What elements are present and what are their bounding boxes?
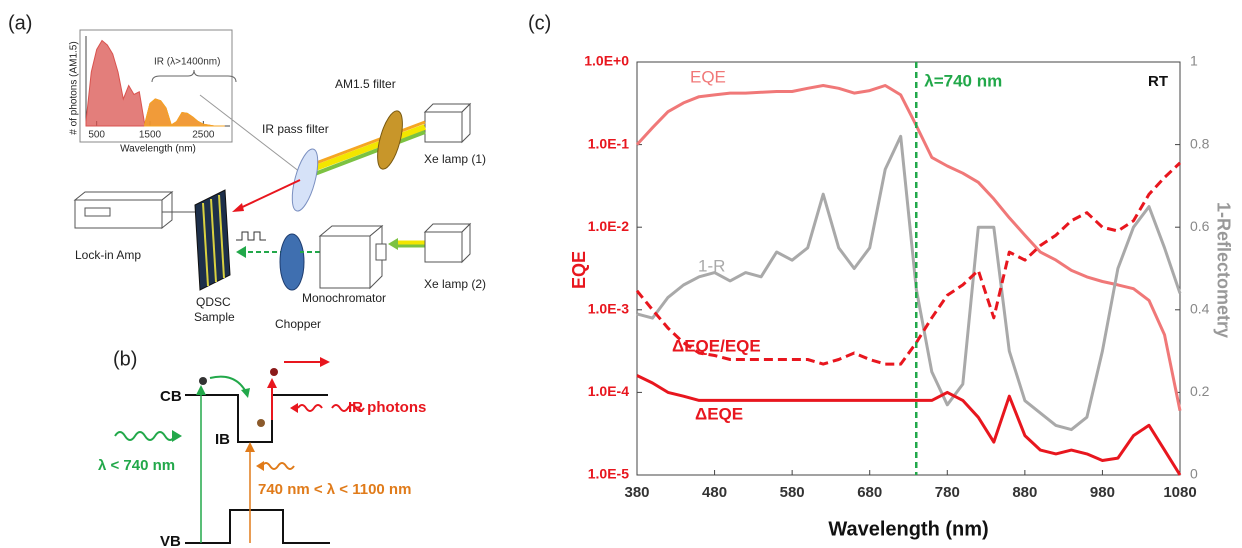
x-axis-label: Wavelength (nm) bbox=[828, 518, 988, 540]
label: IR photons bbox=[348, 399, 426, 416]
arrowhead bbox=[241, 388, 250, 398]
arrowhead bbox=[245, 442, 255, 452]
arrowhead bbox=[320, 357, 330, 367]
ir-pass-filter bbox=[291, 148, 319, 212]
y2-tick-label: 0 bbox=[1190, 466, 1198, 482]
series-area bbox=[144, 98, 225, 127]
brace bbox=[151, 69, 237, 83]
chopper bbox=[279, 233, 305, 291]
plot-frame bbox=[636, 61, 1181, 476]
beam bbox=[311, 130, 426, 177]
label: Monochromator bbox=[302, 291, 386, 305]
label: Sample bbox=[194, 310, 235, 324]
y2-tick-label: 0.6 bbox=[1190, 218, 1210, 234]
label: Xe lamp (1) bbox=[424, 152, 486, 166]
arrowhead bbox=[232, 203, 244, 212]
label: Xe lamp (2) bbox=[424, 277, 486, 291]
photon-wave bbox=[261, 462, 295, 470]
annotation: IR (λ>1400nm) bbox=[154, 57, 220, 68]
arrowhead bbox=[388, 238, 398, 250]
series-label: ΔEQE bbox=[695, 404, 743, 423]
x-tick-label: 880 bbox=[1012, 484, 1037, 501]
photon-wave bbox=[114, 431, 176, 441]
y2-tick-label: 1 bbox=[1190, 53, 1198, 69]
xe-lamp bbox=[423, 102, 472, 144]
arrowhead bbox=[256, 461, 264, 471]
beam bbox=[307, 120, 426, 168]
x-axis-label: Wavelength (nm) bbox=[120, 144, 196, 155]
y-axis-label: EQE bbox=[569, 251, 589, 289]
beam bbox=[308, 124, 427, 173]
y-tick-label: 1.0E-1 bbox=[588, 135, 629, 151]
x-tick-label: 580 bbox=[780, 484, 805, 501]
electron bbox=[270, 368, 278, 376]
y2-tick-label: 0.4 bbox=[1190, 301, 1210, 317]
x-tick-label: 1500 bbox=[139, 130, 162, 141]
lock-in-amp bbox=[73, 190, 174, 230]
label: λ < 740 nm bbox=[98, 457, 175, 474]
label: Lock-in Amp bbox=[75, 248, 141, 262]
label: AM1.5 filter bbox=[335, 77, 396, 91]
panel-label: (c) bbox=[528, 12, 551, 34]
relax-arrow bbox=[209, 375, 247, 393]
x-tick-label: 380 bbox=[624, 484, 649, 501]
y-tick-label: 1.0E-5 bbox=[588, 466, 629, 482]
y-axis-label: # of photons (AM1.5) bbox=[69, 41, 80, 134]
am15-filter bbox=[377, 110, 403, 170]
series-line bbox=[635, 161, 1182, 366]
electron bbox=[199, 377, 207, 385]
panel-label: (b) bbox=[113, 348, 137, 370]
arrowhead bbox=[196, 385, 206, 395]
arrowhead bbox=[172, 430, 182, 442]
qdsc-sample bbox=[194, 189, 231, 291]
y-tick-label: 1.0E-2 bbox=[588, 218, 629, 234]
pulse bbox=[236, 231, 266, 241]
y-tick-label: 1.0E-3 bbox=[588, 301, 629, 317]
series-label: EQE bbox=[690, 67, 726, 86]
arrowhead bbox=[236, 246, 246, 258]
x-tick-label: 480 bbox=[702, 484, 727, 501]
panel-label: (a) bbox=[8, 12, 32, 34]
pointer-line bbox=[199, 94, 301, 173]
series-line bbox=[636, 134, 1182, 432]
photon-wave bbox=[331, 404, 365, 412]
photon-wave bbox=[297, 404, 323, 412]
band-edge bbox=[185, 509, 330, 544]
band-edge bbox=[185, 394, 328, 443]
arrowhead bbox=[290, 403, 298, 413]
label: IB bbox=[215, 431, 230, 448]
y-tick-label: 1.0E-4 bbox=[588, 383, 629, 399]
label: CB bbox=[160, 388, 182, 405]
series-label: ΔEQE/EQE bbox=[672, 336, 761, 355]
label: QDSC bbox=[196, 295, 231, 309]
x-tick-label: 1080 bbox=[1163, 484, 1196, 501]
xe-lamp bbox=[423, 222, 472, 264]
x-tick-label: 680 bbox=[857, 484, 882, 501]
label: VB bbox=[160, 533, 181, 548]
x-tick-label: 2500 bbox=[192, 130, 215, 141]
y2-tick-label: 0.2 bbox=[1190, 383, 1210, 399]
y-tick-label: 1.0E+0 bbox=[584, 53, 629, 69]
reference-label: λ=740 nm bbox=[924, 71, 1002, 90]
arrowhead bbox=[267, 378, 277, 388]
x-tick-label: 980 bbox=[1090, 484, 1115, 501]
series-label: 1-R bbox=[698, 256, 725, 275]
ir-beam bbox=[235, 179, 301, 211]
label: 740 nm < λ < 1100 nm bbox=[258, 481, 411, 498]
x-tick-label: 780 bbox=[935, 484, 960, 501]
annotation: RT bbox=[1148, 73, 1168, 90]
y2-tick-label: 0.8 bbox=[1190, 135, 1210, 151]
series-line bbox=[636, 374, 1182, 476]
label: IR pass filter bbox=[262, 122, 329, 136]
y2-axis-label: 1-Reflectometry bbox=[1213, 202, 1233, 338]
series-line bbox=[635, 84, 1182, 411]
electron bbox=[257, 419, 265, 427]
label: Chopper bbox=[275, 317, 321, 331]
x-tick-label: 500 bbox=[88, 130, 105, 141]
monochromator bbox=[318, 224, 387, 290]
